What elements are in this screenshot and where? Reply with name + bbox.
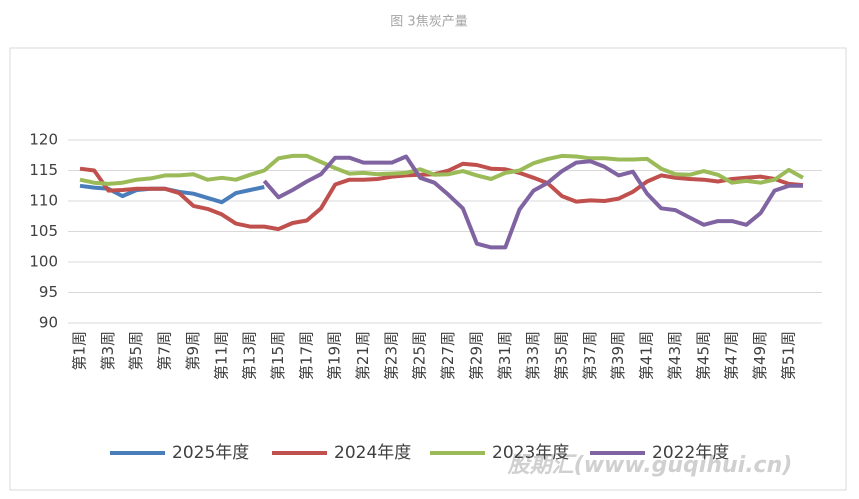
series-line bbox=[79, 153, 804, 186]
legend-label: 2024年度 bbox=[334, 443, 411, 463]
x-tick-label: 第39周 bbox=[609, 331, 627, 380]
x-tick-label: 第13周 bbox=[241, 331, 259, 380]
y-tick-label: 95 bbox=[39, 283, 58, 301]
x-tick-label: 第47周 bbox=[723, 331, 741, 380]
x-tick-label: 第49周 bbox=[751, 331, 769, 380]
series-line bbox=[262, 154, 803, 250]
x-tick-label: 第43周 bbox=[666, 331, 684, 380]
y-tick-label: 110 bbox=[29, 192, 58, 210]
chart-frame bbox=[9, 47, 847, 491]
x-tick-label: 第35周 bbox=[553, 331, 571, 380]
y-tick-label: 100 bbox=[29, 253, 58, 271]
x-tick-label: 第23周 bbox=[382, 331, 400, 380]
x-tick-label: 第17周 bbox=[297, 331, 315, 380]
x-tick-label: 第19周 bbox=[326, 331, 344, 380]
x-tick-label: 第25周 bbox=[411, 331, 429, 380]
x-tick-label: 第45周 bbox=[694, 331, 712, 380]
x-tick-label: 第27周 bbox=[439, 331, 457, 380]
chart-title: 图 3焦炭产量 bbox=[390, 15, 467, 30]
series-line bbox=[79, 161, 804, 232]
watermark: 股期汇(www.guqihui.cn) bbox=[507, 453, 793, 478]
x-tick-label: 第41周 bbox=[638, 331, 656, 380]
y-tick-label: 90 bbox=[39, 314, 58, 332]
x-tick-label: 第5周 bbox=[127, 331, 145, 371]
x-tick-label: 第51周 bbox=[779, 331, 797, 380]
x-tick-label: 第1周 bbox=[71, 331, 89, 371]
legend-label: 2025年度 bbox=[172, 443, 249, 463]
y-tick-label: 105 bbox=[29, 222, 58, 240]
y-tick-label: 120 bbox=[29, 131, 58, 149]
x-tick-label: 第11周 bbox=[212, 331, 230, 380]
legend-label: 2022年度 bbox=[652, 443, 729, 463]
x-tick-label: 第21周 bbox=[354, 331, 372, 380]
x-tick-label: 第37周 bbox=[581, 331, 599, 380]
x-tick-label: 第9周 bbox=[184, 331, 202, 371]
x-tick-label: 第7周 bbox=[156, 331, 174, 371]
x-tick-label: 第29周 bbox=[467, 331, 485, 380]
y-tick-label: 115 bbox=[29, 161, 58, 179]
x-tick-label: 第15周 bbox=[269, 331, 287, 380]
legend-label: 2023年度 bbox=[492, 443, 569, 463]
x-tick-label: 第33周 bbox=[524, 331, 542, 380]
x-tick-label: 第3周 bbox=[99, 331, 117, 371]
x-tick-label: 第31周 bbox=[496, 331, 514, 380]
